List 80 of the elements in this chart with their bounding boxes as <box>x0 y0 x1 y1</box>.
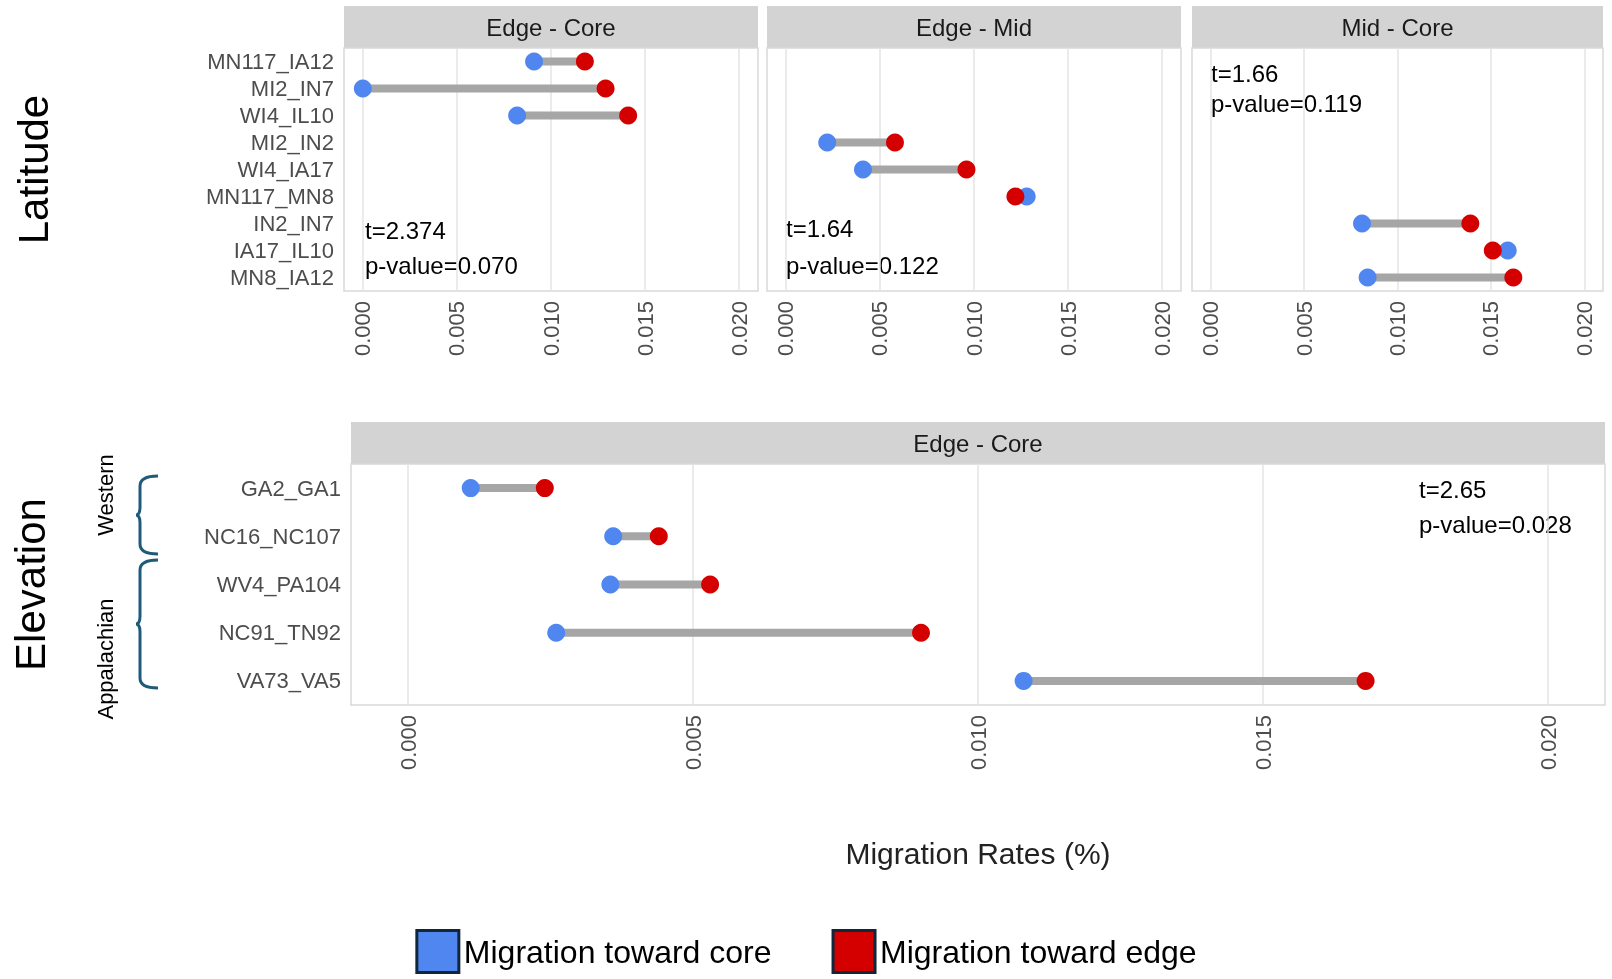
y-tick-label: NC16_NC107 <box>204 523 341 549</box>
point <box>604 527 623 546</box>
point <box>575 52 594 71</box>
y-tick-label: NC91_TN92 <box>218 620 341 646</box>
point <box>1358 268 1377 287</box>
chart-title: Edge - Core <box>913 429 1043 457</box>
x-tick-label: 0.020 <box>1535 715 1561 771</box>
point <box>1353 214 1371 233</box>
annotation: p-value=0.119 <box>1211 89 1363 117</box>
y-tick-label: VA73_VA5 <box>236 668 341 694</box>
annotation: t=1.64 <box>786 214 854 242</box>
x-tick-label: 0.000 <box>773 301 799 357</box>
x-tick-label: 0.010 <box>965 715 991 771</box>
y-tick-label: IA17_IL10 <box>233 238 334 263</box>
y-tick-label: MN117_MN8 <box>206 184 334 209</box>
x-tick-label: 0.000 <box>350 301 376 357</box>
annotation: p-value=0.122 <box>786 251 939 279</box>
y-axis-title: Elevation <box>6 498 54 671</box>
point <box>601 575 620 594</box>
x-axis-title: Migration Rates (%) <box>845 836 1111 870</box>
x-tick-label: 0.010 <box>1385 301 1410 357</box>
text: Western <box>92 454 118 536</box>
legend-label: Migration toward core <box>463 933 772 970</box>
x-tick-label: 0.000 <box>395 715 421 771</box>
x-tick-label: 0.005 <box>444 301 470 357</box>
point <box>1356 671 1375 690</box>
x-tick-label: 0.020 <box>1571 301 1597 357</box>
point <box>957 160 976 179</box>
point <box>1498 241 1517 260</box>
point <box>535 479 554 498</box>
x-tick-label: 0.005 <box>680 715 706 771</box>
chart-title: Edge - Mid <box>915 13 1033 41</box>
chart-title: Edge - Core <box>486 13 616 41</box>
annotation: p-value=0.028 <box>1419 510 1572 538</box>
y-tick-label: WI4_IL10 <box>239 103 334 128</box>
annotation: t=2.65 <box>1419 475 1487 503</box>
annotation: p-value=0.070 <box>365 251 518 279</box>
point <box>508 106 527 125</box>
point <box>525 52 544 71</box>
point <box>912 623 930 642</box>
point <box>1461 214 1480 233</box>
point <box>1014 671 1033 690</box>
y-tick-label: MN117_IA12 <box>207 49 334 74</box>
y-tick-label: MI2_IN2 <box>250 130 334 155</box>
point <box>649 527 668 546</box>
annotation: t=1.66 <box>1211 59 1279 87</box>
point <box>547 623 566 642</box>
annotation: t=2.374 <box>365 216 446 244</box>
x-tick-label: 0.015 <box>1055 301 1081 357</box>
y-axis-title: Latitude <box>9 94 57 245</box>
y-tick-label: MI2_IN7 <box>250 76 334 101</box>
point <box>818 133 837 152</box>
text: Appalachian <box>92 598 118 720</box>
x-tick-label: 0.015 <box>1478 301 1504 357</box>
x-tick-label: 0.005 <box>1291 301 1317 357</box>
point <box>461 479 480 498</box>
point <box>353 79 372 98</box>
point <box>853 160 872 179</box>
point <box>1006 187 1025 206</box>
y-tick-label: WV4_PA104 <box>216 572 341 597</box>
y-tick-label: MN8_IA12 <box>230 265 334 290</box>
point <box>885 133 904 152</box>
chart-title: Mid - Core <box>1341 13 1454 41</box>
x-tick-label: 0.020 <box>726 301 752 357</box>
legend-label: Migration toward edge <box>880 933 1197 970</box>
point <box>619 106 638 125</box>
x-tick-label: 0.015 <box>632 301 658 357</box>
y-tick-label: IN2_IN7 <box>253 211 334 236</box>
x-tick-label: 0.020 <box>1149 301 1175 357</box>
y-tick-label: GA2_GA1 <box>240 475 341 501</box>
point <box>1483 241 1502 260</box>
x-tick-label: 0.010 <box>961 301 987 357</box>
x-tick-label: 0.000 <box>1198 301 1224 357</box>
point <box>1504 268 1523 287</box>
point <box>596 79 615 98</box>
point <box>701 575 720 594</box>
x-tick-label: 0.015 <box>1250 715 1276 771</box>
x-tick-label: 0.005 <box>867 301 893 357</box>
y-tick-label: WI4_IA17 <box>237 157 334 182</box>
x-tick-label: 0.010 <box>538 301 564 357</box>
